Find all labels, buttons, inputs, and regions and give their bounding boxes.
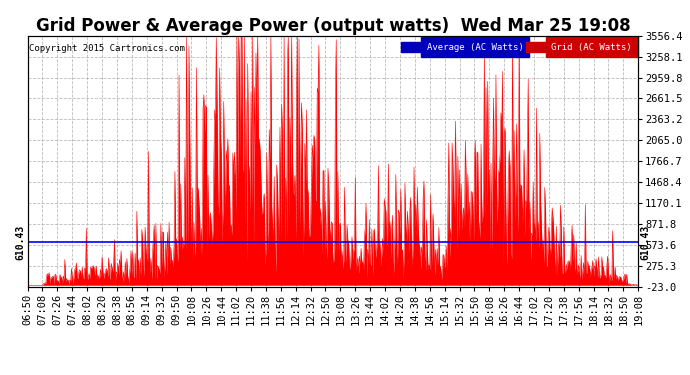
Title: Grid Power & Average Power (output watts)  Wed Mar 25 19:08: Grid Power & Average Power (output watts… [36, 18, 630, 36]
Text: 610.43: 610.43 [640, 225, 650, 260]
Text: 610.43: 610.43 [16, 225, 26, 260]
Text: Copyright 2015 Cartronics.com: Copyright 2015 Cartronics.com [29, 44, 185, 53]
Legend: Average (AC Watts), Grid (AC Watts): Average (AC Watts), Grid (AC Watts) [400, 40, 633, 54]
